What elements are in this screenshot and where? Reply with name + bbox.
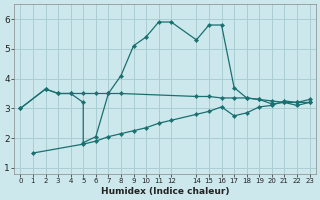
X-axis label: Humidex (Indice chaleur): Humidex (Indice chaleur)	[101, 187, 229, 196]
